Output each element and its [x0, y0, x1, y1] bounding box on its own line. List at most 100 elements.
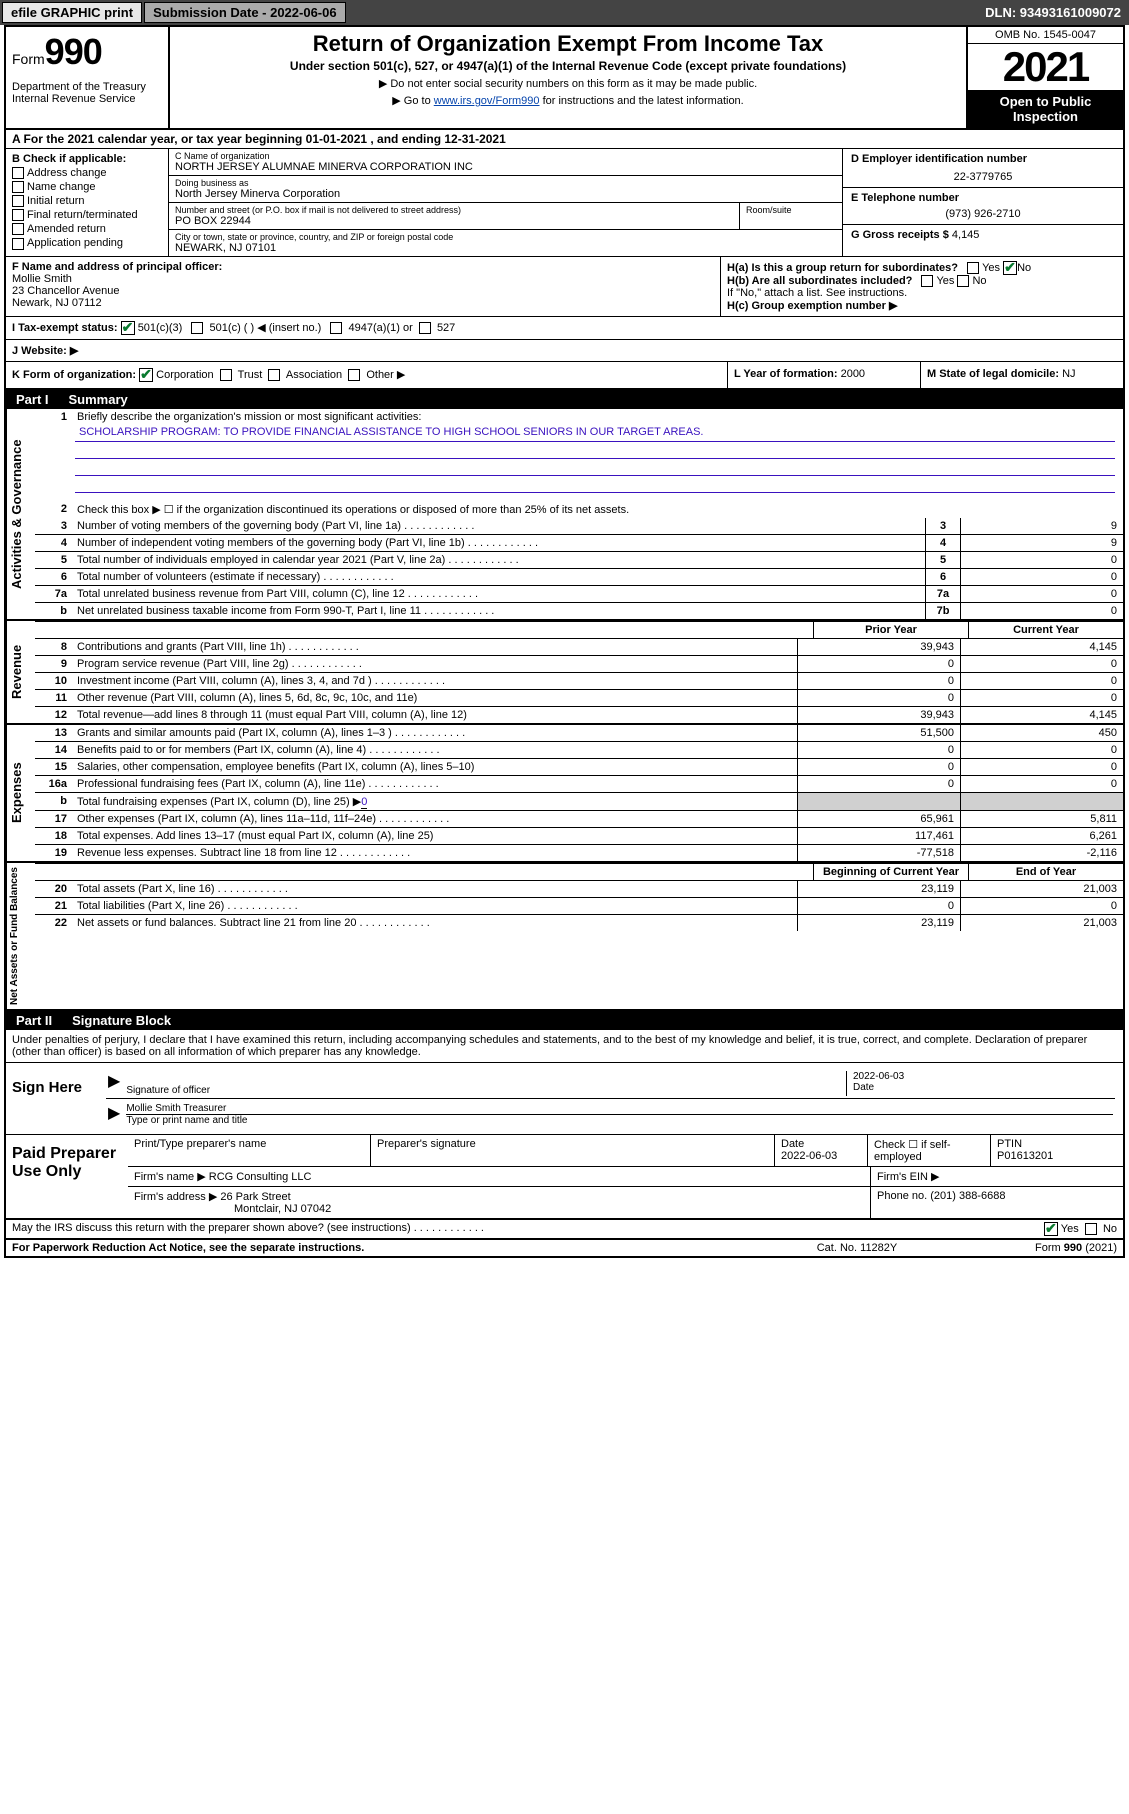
- l14-prior: 0: [797, 742, 960, 758]
- ssn-note: ▶ Do not enter social security numbers o…: [178, 77, 958, 90]
- end-year-header: End of Year: [968, 864, 1123, 880]
- firm-addr2: Montclair, NJ 07042: [134, 1203, 864, 1215]
- omb-label: OMB No. 1545-0047: [968, 27, 1123, 44]
- ha-label: H(a) Is this a group return for subordin…: [727, 262, 958, 274]
- l2-text: Check this box ▶ ☐ if the organization d…: [73, 501, 1123, 518]
- open-public-badge: Open to Public Inspection: [968, 90, 1123, 128]
- l15-text: Salaries, other compensation, employee b…: [73, 759, 797, 775]
- l19-prior: -77,518: [797, 845, 960, 861]
- ein-value: 22-3779765: [851, 171, 1115, 183]
- preparer-name-label: Print/Type preparer's name: [128, 1135, 371, 1166]
- sig-date-label: Date: [853, 1082, 1113, 1093]
- form-subtitle: Under section 501(c), 527, or 4947(a)(1)…: [178, 59, 958, 73]
- revenue-section: Revenue Prior YearCurrent Year 8Contribu…: [6, 621, 1123, 725]
- l3-text: Number of voting members of the governin…: [73, 518, 925, 534]
- hb-yes-checkbox[interactable]: [921, 275, 933, 287]
- part2-title: Signature Block: [72, 1013, 171, 1028]
- assoc-checkbox[interactable]: [268, 369, 280, 381]
- l22-current: 21,003: [960, 915, 1123, 931]
- form-number: 990: [45, 31, 102, 72]
- f-label: F Name and address of principal officer:: [12, 261, 714, 273]
- l13-current: 450: [960, 725, 1123, 741]
- perjury-statement: Under penalties of perjury, I declare th…: [6, 1030, 1123, 1063]
- part1-num: Part I: [16, 392, 49, 407]
- part1-title: Summary: [69, 392, 128, 407]
- l22-text: Net assets or fund balances. Subtract li…: [73, 915, 797, 931]
- mission-blank1: [75, 442, 1115, 459]
- l10-current: 0: [960, 673, 1123, 689]
- l17-text: Other expenses (Part IX, column (A), lin…: [73, 811, 797, 827]
- l1-text: Briefly describe the organization's miss…: [73, 409, 1123, 425]
- activities-governance-section: Activities & Governance 1Briefly describ…: [6, 409, 1123, 621]
- website-label: J Website: ▶: [6, 340, 1123, 361]
- org-name: NORTH JERSEY ALUMNAE MINERVA CORPORATION…: [175, 161, 836, 173]
- paid-preparer-label: Paid Preparer Use Only: [6, 1135, 128, 1218]
- dln-label: DLN: 93493161009072: [985, 5, 1127, 20]
- l18-prior: 117,461: [797, 828, 960, 844]
- k-label: K Form of organization:: [12, 369, 136, 381]
- sign-here-label: Sign Here: [6, 1063, 98, 1134]
- col-b-header: B Check if applicable:: [12, 153, 162, 165]
- net-assets-section: Net Assets or Fund Balances Beginning of…: [6, 863, 1123, 1011]
- l15-current: 0: [960, 759, 1123, 775]
- l7b-val: 0: [960, 603, 1123, 619]
- chk-amended[interactable]: Amended return: [12, 223, 162, 235]
- prior-year-header: Prior Year: [813, 622, 968, 638]
- l21-prior: 0: [797, 898, 960, 914]
- l8-prior: 39,943: [797, 639, 960, 655]
- discuss-no-checkbox[interactable]: [1085, 1223, 1097, 1235]
- l6-val: 0: [960, 569, 1123, 585]
- efile-print-button[interactable]: efile GRAPHIC print: [2, 2, 142, 23]
- gross-receipts-label: G Gross receipts $: [851, 229, 949, 241]
- goto-pre: ▶ Go to: [392, 95, 433, 107]
- department-label: Department of the Treasury Internal Reve…: [12, 81, 162, 105]
- l17-prior: 65,961: [797, 811, 960, 827]
- rev-side-label: Revenue: [6, 621, 35, 723]
- ha-yes-checkbox[interactable]: [967, 262, 979, 274]
- 527-checkbox[interactable]: [419, 322, 431, 334]
- l21-text: Total liabilities (Part X, line 26): [73, 898, 797, 914]
- self-employed-check[interactable]: Check ☐ if self-employed: [868, 1135, 991, 1166]
- expenses-section: Expenses 13Grants and similar amounts pa…: [6, 725, 1123, 863]
- col-right-ids: D Employer identification number 22-3779…: [843, 149, 1123, 256]
- firm-phone: (201) 388-6688: [930, 1190, 1005, 1202]
- chk-name-change[interactable]: Name change: [12, 181, 162, 193]
- chk-initial-return[interactable]: Initial return: [12, 195, 162, 207]
- form-prefix: Form: [12, 51, 45, 67]
- corp-checkbox[interactable]: [139, 368, 153, 382]
- firm-ein-label: Firm's EIN ▶: [871, 1167, 1123, 1186]
- l21-current: 0: [960, 898, 1123, 914]
- hb-note: If "No," attach a list. See instructions…: [727, 287, 1117, 299]
- 501c-checkbox[interactable]: [191, 322, 203, 334]
- other-checkbox[interactable]: [348, 369, 360, 381]
- l11-text: Other revenue (Part VIII, column (A), li…: [73, 690, 797, 706]
- ha-no-checkbox[interactable]: [1003, 261, 1017, 275]
- trust-checkbox[interactable]: [220, 369, 232, 381]
- irs-link[interactable]: www.irs.gov/Form990: [434, 95, 540, 107]
- l12-text: Total revenue—add lines 8 through 11 (mu…: [73, 707, 797, 723]
- chk-address-change[interactable]: Address change: [12, 167, 162, 179]
- l14-current: 0: [960, 742, 1123, 758]
- chk-app-pending[interactable]: Application pending: [12, 237, 162, 249]
- l20-prior: 23,119: [797, 881, 960, 897]
- form-title: Return of Organization Exempt From Incom…: [178, 31, 958, 57]
- begin-year-header: Beginning of Current Year: [813, 864, 968, 880]
- l20-text: Total assets (Part X, line 16): [73, 881, 797, 897]
- phone-label: E Telephone number: [851, 192, 1115, 204]
- l16b-current-shaded: [960, 793, 1123, 810]
- chk-final-return[interactable]: Final return/terminated: [12, 209, 162, 221]
- discuss-yes-checkbox[interactable]: [1044, 1222, 1058, 1236]
- street-address: PO BOX 22944: [175, 215, 733, 227]
- pra-notice: For Paperwork Reduction Act Notice, see …: [12, 1242, 757, 1254]
- goto-post: for instructions and the latest informat…: [540, 95, 744, 107]
- row-i-exempt: I Tax-exempt status: 501(c)(3) 501(c) ( …: [6, 316, 1123, 339]
- hb-no-checkbox[interactable]: [957, 275, 969, 287]
- l16b-val: 0: [361, 796, 367, 809]
- ptin-label: PTIN: [997, 1138, 1117, 1150]
- city-label: City or town, state or province, country…: [175, 232, 836, 242]
- 4947-checkbox[interactable]: [330, 322, 342, 334]
- l9-text: Program service revenue (Part VIII, line…: [73, 656, 797, 672]
- 501c3-checkbox[interactable]: [121, 321, 135, 335]
- hc-label: H(c) Group exemption number ▶: [727, 299, 1117, 312]
- officer-name: Mollie Smith: [12, 273, 714, 285]
